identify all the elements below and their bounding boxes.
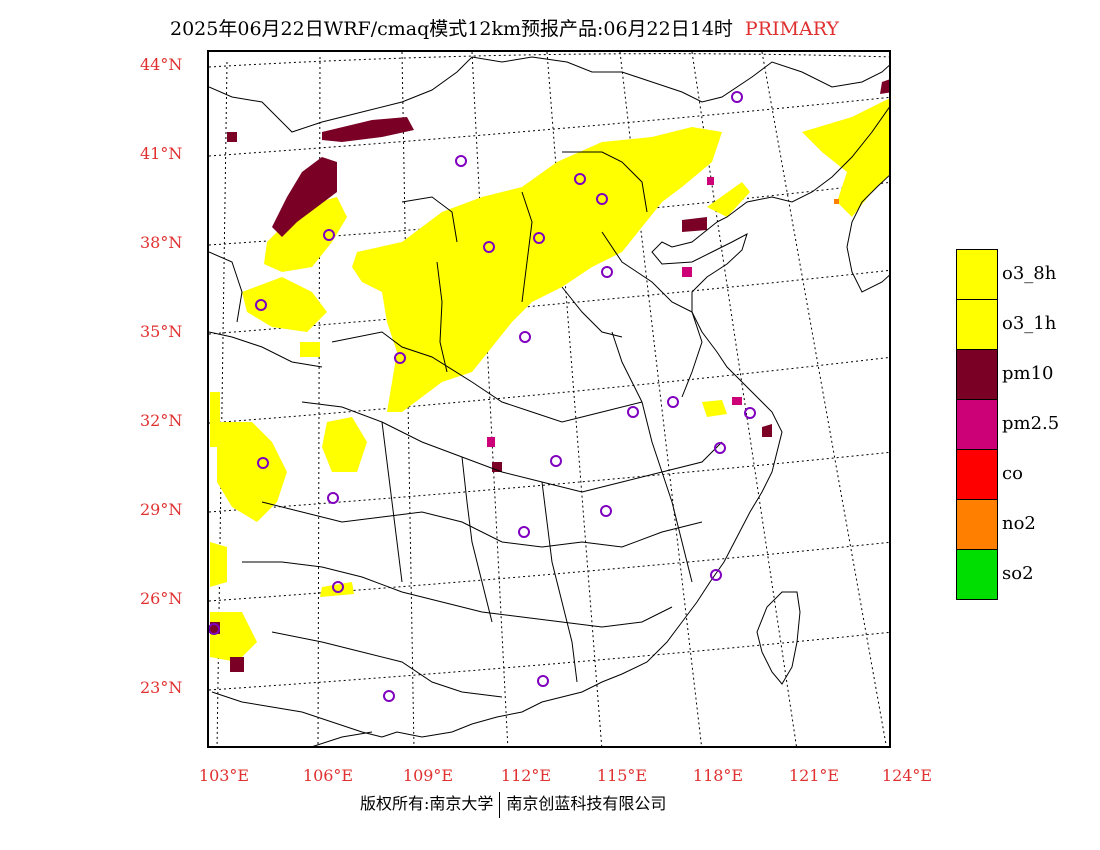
graticule-lat <box>209 53 889 691</box>
legend-label-o3-8h: o3_8h <box>1002 263 1057 284</box>
copyright-right: 南京创蓝科技有限公司 <box>506 794 667 813</box>
legend-swatch-so2 <box>957 550 997 599</box>
lat-label-38: 38°N <box>140 233 183 252</box>
lon-label-109: 109°E <box>402 766 454 785</box>
legend-swatch-o3-8h <box>957 250 997 300</box>
lat-label-26: 26°N <box>140 589 183 608</box>
copyright-left: 版权所有:南京大学 <box>360 794 494 813</box>
primary-tag: PRIMARY <box>744 18 839 40</box>
graticule-lon <box>216 52 887 746</box>
map-canvas <box>209 52 889 746</box>
no2-speck <box>834 199 839 204</box>
lon-label-121: 121°E <box>788 766 840 785</box>
legend-swatch-no2 <box>957 500 997 550</box>
legend-swatch-co <box>957 450 997 500</box>
lat-label-35: 35°N <box>140 322 183 341</box>
legend-swatch-pm25 <box>957 400 997 450</box>
lon-label-124: 124°E <box>881 766 933 785</box>
pm25-regions <box>487 177 742 447</box>
legend-labels: o3_8h o3_1h pm10 pm2.5 co no2 so2 <box>1002 249 1059 599</box>
legend-swatch-pm10 <box>957 350 997 400</box>
footer-divider <box>499 791 501 818</box>
legend-label-so2: so2 <box>1002 563 1034 584</box>
legend-label-co: co <box>1002 463 1023 484</box>
map-title-text: 2025年06月22日WRF/cmaq模式12km预报产品:06月22日14时 <box>170 18 733 40</box>
station-markers <box>209 91 756 702</box>
copyright-footer: 版权所有:南京大学 南京创蓝科技有限公司 <box>360 790 666 818</box>
pollutant-legend <box>956 249 998 600</box>
lon-label-115: 115°E <box>596 766 648 785</box>
lat-label-44: 44°N <box>140 55 183 74</box>
legend-label-pm25: pm2.5 <box>1002 413 1060 434</box>
legend-label-pm10: pm10 <box>1002 363 1054 384</box>
boundaries <box>209 56 889 746</box>
map-title: 2025年06月22日WRF/cmaq模式12km预报产品:06月22日14时 P… <box>170 14 839 41</box>
lat-label-41: 41°N <box>140 144 183 163</box>
lat-label-23: 23°N <box>140 678 183 697</box>
map-panel[interactable] <box>207 50 891 748</box>
lon-label-112: 112°E <box>500 766 552 785</box>
lon-label-106: 106°E <box>302 766 354 785</box>
legend-label-o3-1h: o3_1h <box>1002 313 1057 334</box>
legend-swatch-o3-1h <box>957 300 997 350</box>
lat-label-32: 32°N <box>140 411 183 430</box>
lon-label-103: 103°E <box>198 766 250 785</box>
lon-label-118: 118°E <box>692 766 744 785</box>
lat-label-29: 29°N <box>140 500 183 519</box>
legend-label-no2: no2 <box>1002 513 1036 534</box>
ozone-regions <box>210 98 889 662</box>
